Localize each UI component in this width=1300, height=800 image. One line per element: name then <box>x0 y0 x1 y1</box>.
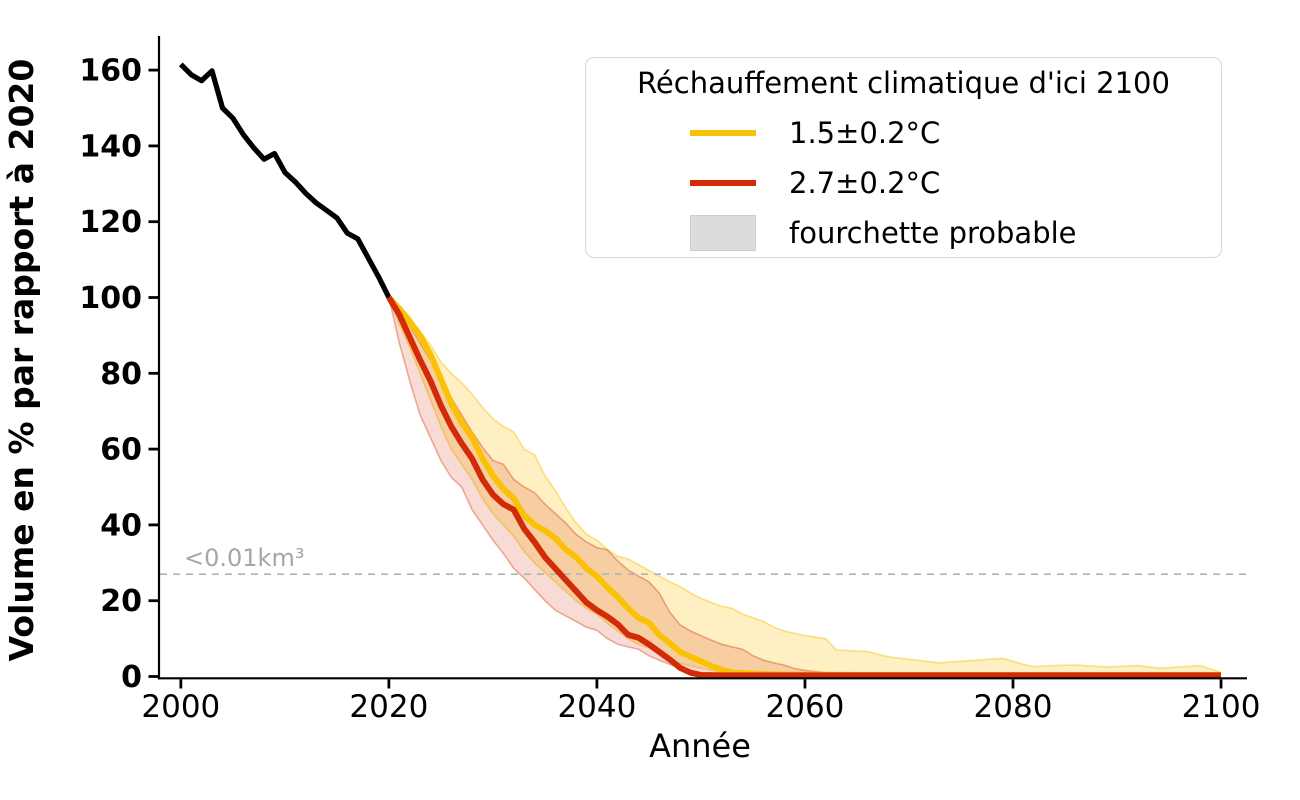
y-tick-label: 40 <box>100 508 142 543</box>
band-2-7 <box>388 297 1221 676</box>
x-axis-label: Année <box>649 727 751 765</box>
y-tick-label: 120 <box>79 205 142 240</box>
legend: Réchauffement climatique d'ici 2100 1.5±… <box>585 57 1222 258</box>
legend-rows: 1.5±0.2°C 2.7±0.2°C fourchette probable <box>586 108 1221 258</box>
band-edge-upper <box>388 296 1222 674</box>
band-edge-upper <box>388 297 1222 677</box>
x-tick-label: 2000 <box>141 689 220 725</box>
y-tick-label: 20 <box>100 584 142 619</box>
legend-row-fourchette: fourchette probable <box>689 208 1221 258</box>
y-tick-label: 140 <box>79 129 142 164</box>
uncertainty-bands <box>388 296 1222 677</box>
legend-label-1-5: 1.5±0.2°C <box>789 116 941 150</box>
x-tick-label: 2100 <box>1182 689 1261 725</box>
data-lines <box>178 62 1221 679</box>
x-tick-label: 2080 <box>974 689 1053 725</box>
x-tick-label: 2040 <box>557 689 636 725</box>
x-tick-label: 2060 <box>766 689 845 725</box>
line-historical <box>178 62 392 299</box>
legend-label-fourchette: fourchette probable <box>789 216 1077 250</box>
threshold-label: <0.01km³ <box>184 544 304 572</box>
legend-swatch-1-5-line <box>690 129 756 137</box>
y-axis-label: Volume en % par rapport à 2020 <box>2 59 41 662</box>
y-tick-label: 80 <box>100 357 142 392</box>
legend-row-2-7: 2.7±0.2°C <box>689 158 1221 208</box>
legend-swatch-probable-range-patch <box>690 215 756 251</box>
axes-layer: 2000 2020 2040 2060 2080 21000204060801001201… <box>79 36 1260 725</box>
legend-label-2-7: 2.7±0.2°C <box>789 166 941 200</box>
legend-swatch-2-7-line <box>690 179 756 187</box>
y-tick-label: 100 <box>79 281 142 316</box>
y-tick-label: 0 <box>121 660 142 695</box>
legend-row-1-5: 1.5±0.2°C <box>689 108 1221 158</box>
band-1-5 <box>388 297 1221 676</box>
legend-title: Réchauffement climatique d'ici 2100 <box>637 66 1170 100</box>
x-tick-label: 2020 <box>349 689 428 725</box>
y-tick-label: 160 <box>79 54 142 89</box>
line-2-7 <box>386 295 1221 679</box>
y-tick-label: 60 <box>100 433 142 468</box>
